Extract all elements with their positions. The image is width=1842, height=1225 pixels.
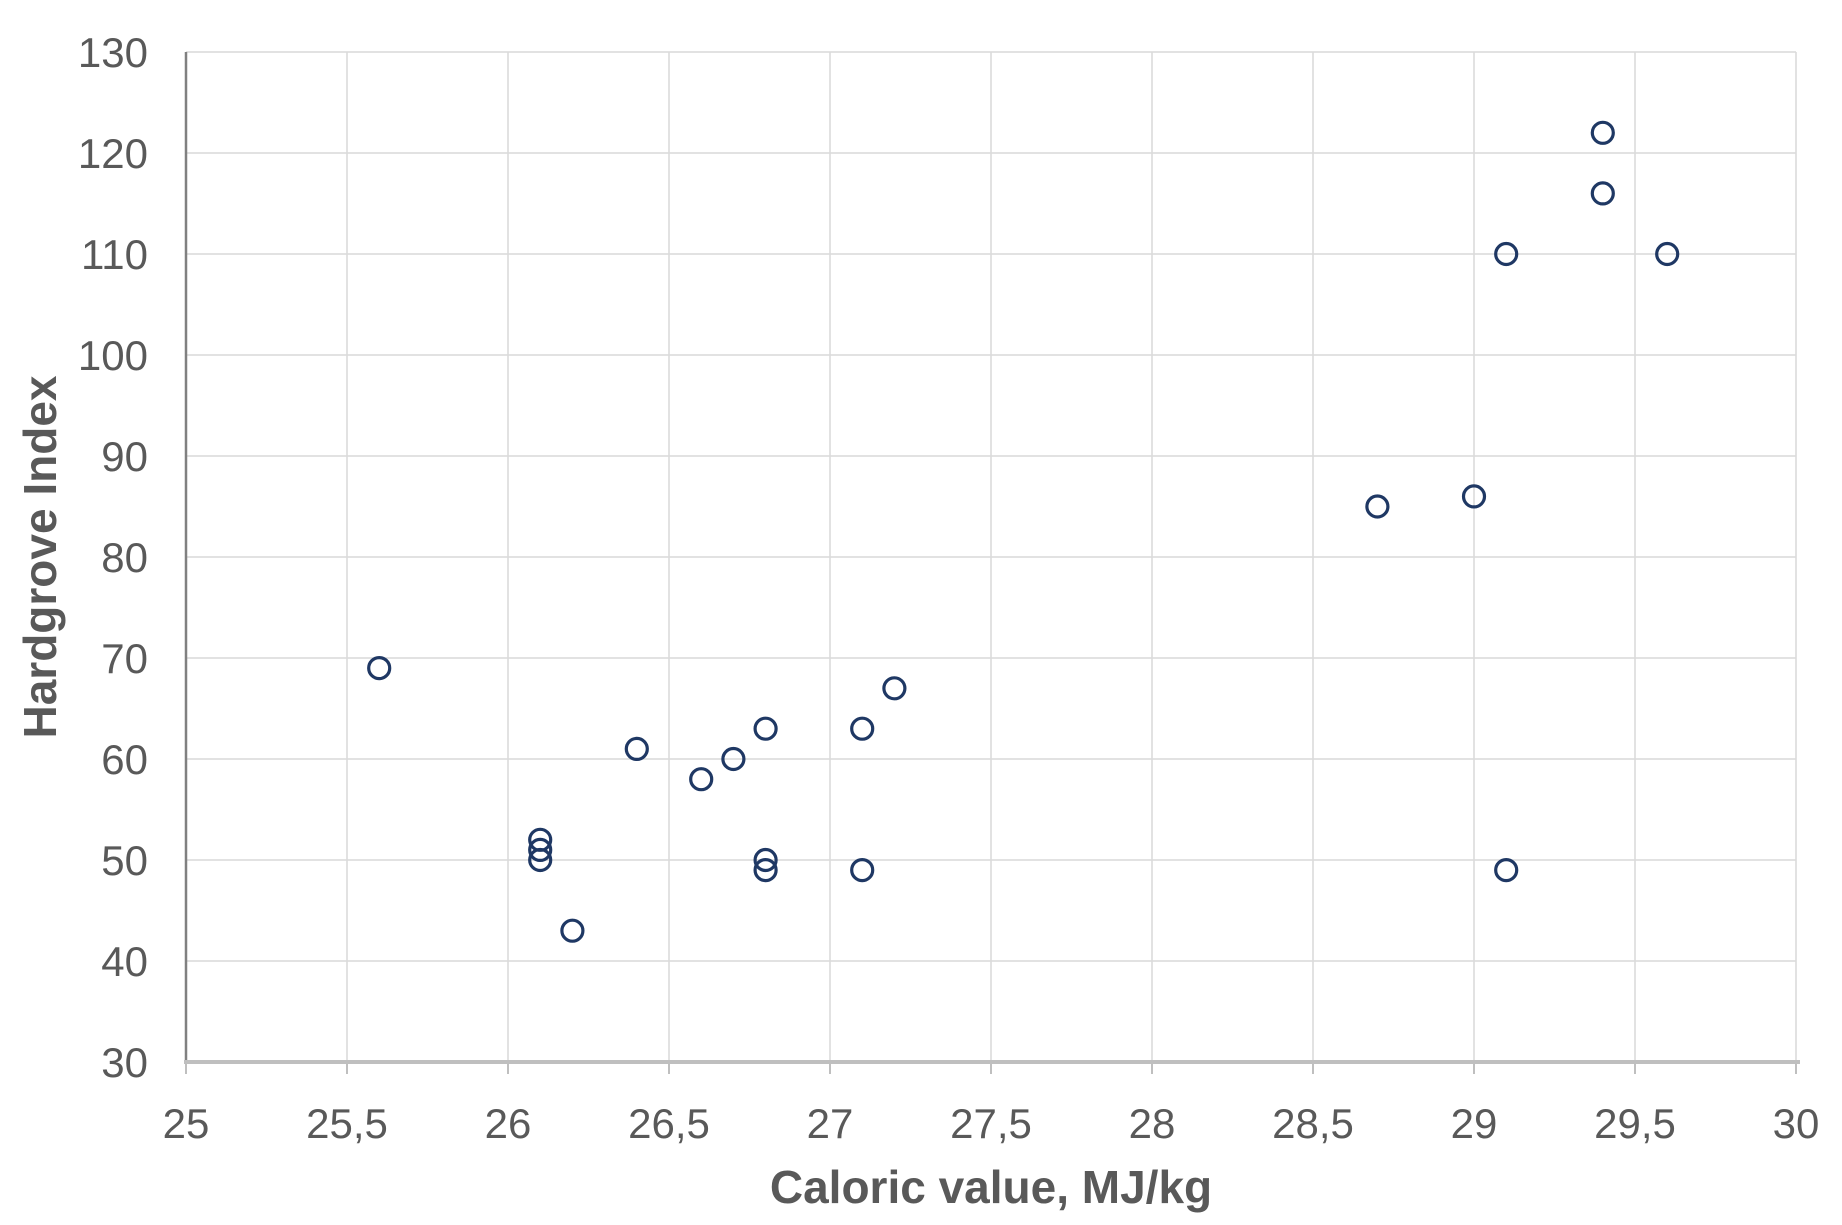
data-point bbox=[753, 716, 778, 741]
data-point bbox=[624, 736, 649, 762]
data-point bbox=[1365, 494, 1390, 519]
data-point bbox=[1461, 484, 1487, 509]
x-tick-label: 27 bbox=[807, 1100, 854, 1147]
x-tick-label: 26,5 bbox=[628, 1100, 710, 1147]
data-point bbox=[560, 918, 585, 943]
data-point bbox=[528, 837, 553, 863]
y-tick-label: 40 bbox=[101, 938, 148, 985]
data-point bbox=[753, 847, 778, 873]
data-point bbox=[1494, 241, 1519, 267]
y-tick-label: 50 bbox=[101, 837, 148, 884]
y-tick-label: 70 bbox=[101, 635, 148, 682]
data-point bbox=[1494, 857, 1519, 883]
x-tick-label: 25 bbox=[163, 1100, 210, 1147]
data-point bbox=[1655, 241, 1680, 267]
data-point bbox=[367, 655, 392, 681]
data-point bbox=[689, 767, 714, 792]
data-point bbox=[882, 676, 907, 701]
data-point bbox=[528, 847, 553, 873]
y-tick-label: 60 bbox=[101, 736, 148, 783]
x-tick-label: 30 bbox=[1773, 1100, 1820, 1147]
data-point bbox=[850, 716, 875, 741]
x-tick-label: 28,5 bbox=[1272, 1100, 1354, 1147]
x-axis-title: Caloric value, MJ/kg bbox=[769, 1161, 1213, 1213]
y-tick-label: 100 bbox=[78, 332, 148, 379]
data-point bbox=[1590, 120, 1615, 145]
y-tick-label: 130 bbox=[78, 29, 148, 76]
y-tick-label: 80 bbox=[101, 534, 148, 581]
y-tick-label: 120 bbox=[78, 130, 148, 177]
x-tick-label: 27,5 bbox=[950, 1100, 1032, 1147]
data-point bbox=[721, 746, 746, 772]
y-axis-title: Hardgrove Index bbox=[14, 375, 66, 739]
y-tick-label: 110 bbox=[81, 231, 148, 278]
x-tick-label: 29,5 bbox=[1594, 1100, 1676, 1147]
x-tick-label: 26 bbox=[485, 1100, 532, 1147]
y-tick-label: 30 bbox=[101, 1039, 148, 1086]
data-point bbox=[753, 857, 778, 883]
data-point bbox=[850, 857, 875, 883]
x-tick-label: 28 bbox=[1129, 1100, 1176, 1147]
data-point bbox=[1590, 181, 1615, 206]
x-tick-label: 29 bbox=[1451, 1100, 1498, 1147]
x-tick-label: 25,5 bbox=[306, 1100, 388, 1147]
y-tick-label: 90 bbox=[101, 433, 148, 480]
